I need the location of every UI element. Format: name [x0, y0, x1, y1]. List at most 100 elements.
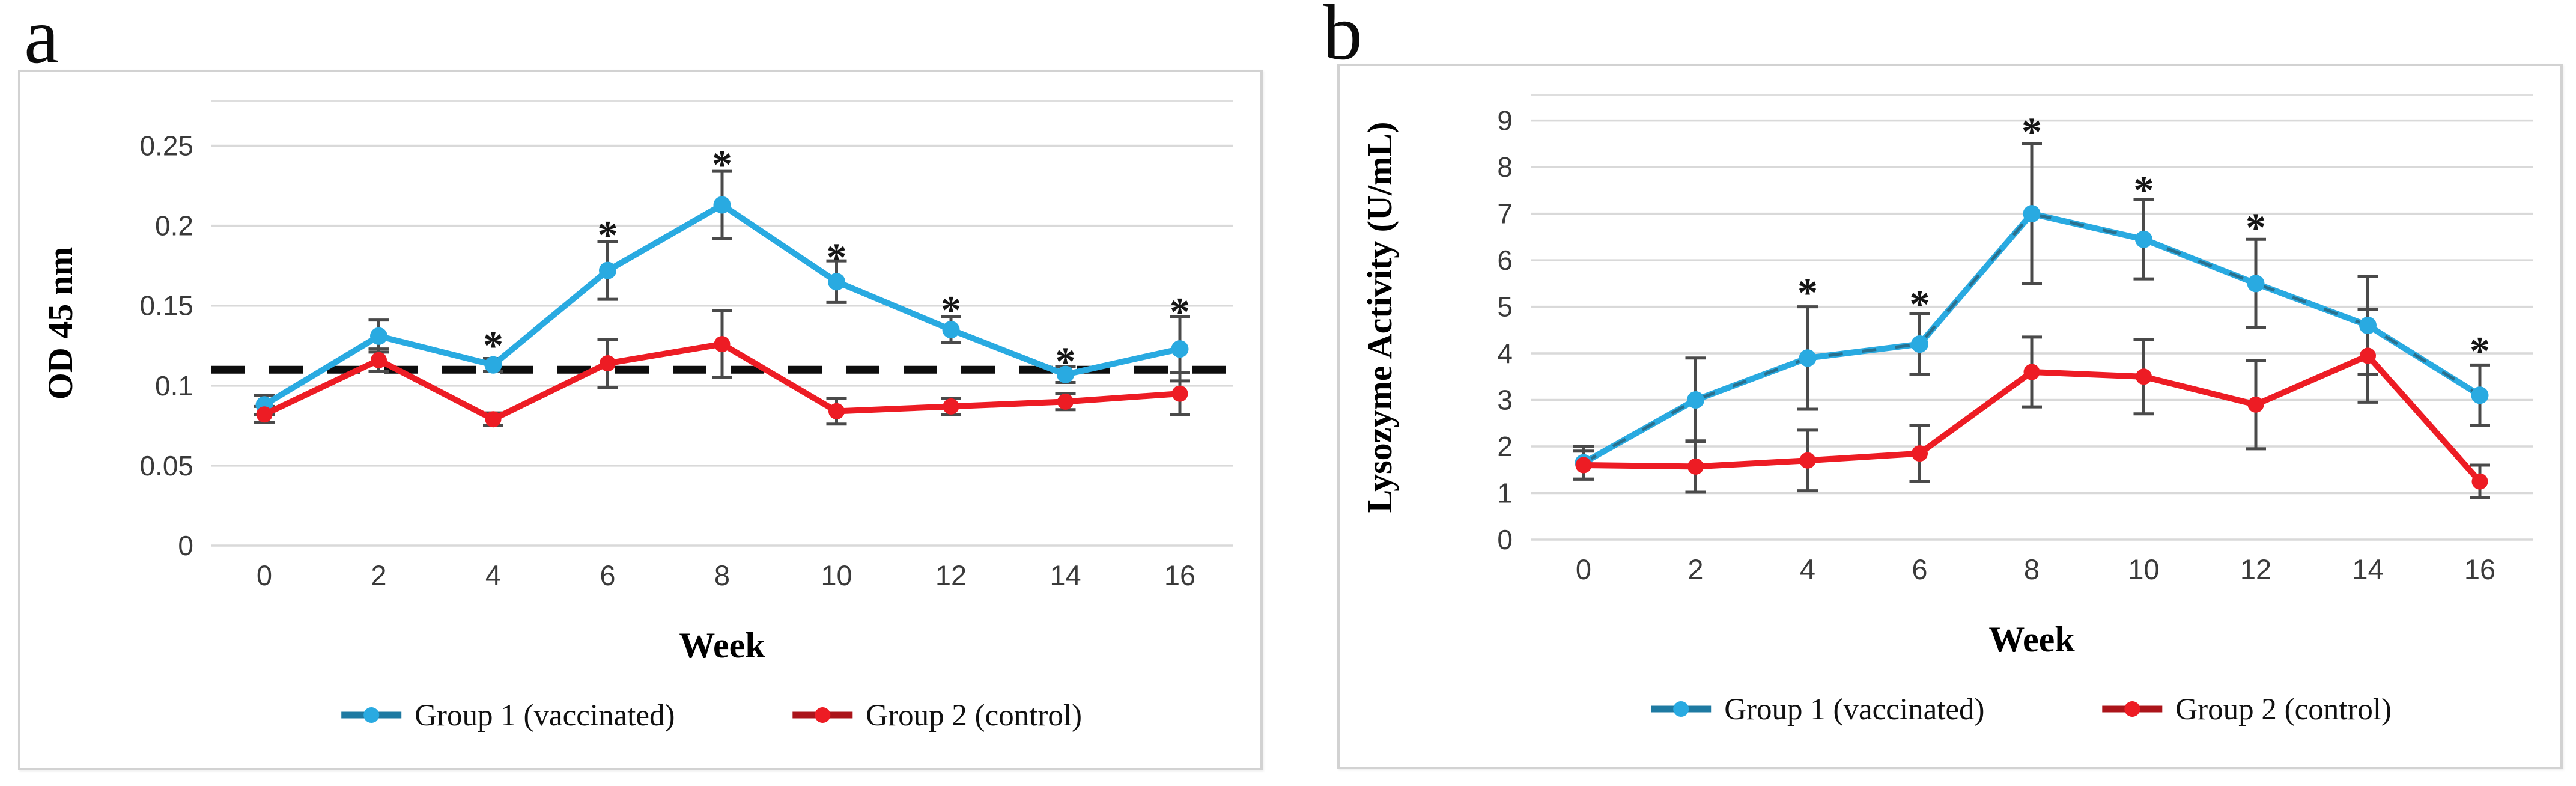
legend-label: Group 2 (control): [866, 699, 1082, 733]
x-tick-label: 6: [600, 559, 615, 591]
data-point-marker: [1057, 365, 1074, 383]
x-tick-label: 14: [1050, 559, 1081, 591]
legend-label: Group 1 (vaccinated): [415, 699, 675, 733]
error-bars-series-1: [1573, 142, 2490, 481]
od45-line-chart: 0 0.05 0.1 0.15 0.2 0.25 OD 45 nm * * * * * * * 0 2 4 6 8 1…: [41, 100, 1233, 733]
significance-asterisks: * * * * * *: [1797, 109, 2490, 373]
data-point-marker: [828, 403, 845, 419]
data-point-marker: [2023, 364, 2040, 380]
data-point-marker: [485, 411, 502, 428]
y-tick-label: 0.25: [139, 130, 193, 162]
data-point-marker: [1912, 445, 1928, 462]
data-point-marker: [2135, 230, 2152, 248]
x-tick-label: 0: [1576, 553, 1591, 585]
data-point-marker: [2471, 386, 2489, 404]
series-dash-overlay: [1582, 212, 2481, 465]
x-axis-title: Week: [1988, 620, 2075, 659]
legend-item-group1-vaccinated: Group 1 (vaccinated): [1651, 693, 1985, 727]
y-tick-label: 9: [1497, 105, 1513, 136]
error-bars-series-2: [1573, 307, 2490, 499]
y-tick-label: 7: [1497, 198, 1513, 230]
x-tick-label: 10: [2128, 553, 2159, 585]
data-point-marker: [1687, 391, 1704, 409]
panel-b-chart-area: 0 1 2 3 4 5 6 7 8 9 Lysozyme Activity (U/mL) * * * * * *…: [1337, 64, 2563, 769]
x-tick-label: 4: [1800, 553, 1815, 585]
data-point-marker: [1171, 385, 1188, 402]
x-tick-label: 2: [1687, 553, 1703, 585]
data-point-marker: [714, 336, 731, 353]
data-point-marker: [828, 273, 845, 291]
x-tick-label: 0: [257, 559, 272, 591]
significance-asterisk: *: [598, 212, 618, 258]
data-point-marker: [713, 196, 731, 214]
y-tick-label: 0.05: [139, 450, 193, 481]
x-tick-label: 2: [371, 559, 386, 591]
data-point-marker: [256, 406, 273, 423]
significance-asterisk: *: [1910, 281, 1930, 327]
y-tick-label: 0: [1497, 524, 1513, 555]
legend-label: Group 1 (vaccinated): [1724, 693, 1984, 727]
legend: Group 1 (vaccinated) Group 2 (control): [341, 699, 1082, 733]
data-point-marker: [1799, 452, 1816, 469]
y-tick-label: 8: [1497, 151, 1513, 183]
data-point-marker: [2359, 317, 2377, 335]
panel-label-b: b: [1323, 0, 1362, 76]
series-line-group1-vaccinated: [255, 196, 1189, 414]
significance-asterisk: *: [1170, 288, 1190, 334]
data-point-marker: [2247, 396, 2264, 413]
legend-marker: [815, 707, 831, 723]
y-tick-label: 1: [1497, 478, 1513, 509]
x-axis-tick-labels: 0 2 4 6 8 10 12 14 16: [257, 559, 1195, 591]
data-point-marker: [599, 261, 616, 279]
y-tick-label: 0: [178, 530, 193, 561]
significance-asterisk: *: [1797, 270, 1818, 315]
legend-item-group1-vaccinated: Group 1 (vaccinated): [341, 699, 675, 733]
y-axis-tick-labels: 0 1 2 3 4 5 6 7 8 9: [1497, 105, 1513, 555]
data-point-marker: [1575, 457, 1592, 474]
legend-label: Group 2 (control): [2175, 693, 2392, 727]
x-tick-label: 6: [1912, 553, 1927, 585]
legend-item-group2-control: Group 2 (control): [2102, 693, 2392, 727]
x-tick-label: 8: [2024, 553, 2040, 585]
data-point-marker: [1911, 335, 1928, 353]
series-line-group2-control: [256, 336, 1188, 428]
data-point-marker: [1171, 340, 1189, 358]
y-tick-label: 6: [1497, 245, 1513, 276]
data-point-marker: [2360, 347, 2376, 364]
x-tick-label: 12: [935, 559, 967, 591]
data-point-marker: [2247, 275, 2265, 293]
y-tick-label: 3: [1497, 385, 1513, 416]
legend-marker: [2124, 701, 2140, 717]
legend-marker: [1673, 701, 1689, 717]
data-point-marker: [2136, 368, 2152, 385]
data-point-marker: [943, 398, 959, 415]
legend: Group 1 (vaccinated) Group 2 (control): [1651, 693, 2392, 727]
x-tick-label: 4: [485, 559, 501, 591]
legend-item-group2-control: Group 2 (control): [792, 699, 1082, 733]
x-tick-label: 14: [2352, 553, 2383, 585]
data-point-marker: [1057, 393, 1074, 410]
y-tick-label: 0.1: [155, 370, 193, 401]
data-point-marker: [600, 355, 616, 372]
series-line-group2-control: [1575, 347, 2488, 490]
panel-a-chart-area: 0 0.05 0.1 0.15 0.2 0.25 OD 45 nm * * * * * * * 0 2 4 6 8 1…: [18, 70, 1263, 770]
y-axis-title: OD 45 nm: [41, 247, 80, 400]
significance-asterisk: *: [2246, 204, 2266, 250]
y-tick-label: 2: [1497, 431, 1513, 462]
y-axis-tick-labels: 0 0.05 0.1 0.15 0.2 0.25: [139, 130, 193, 561]
data-point-marker: [371, 352, 387, 368]
y-axis-title: Lysozyme Activity (U/mL): [1360, 122, 1399, 513]
significance-asterisk: *: [1056, 338, 1076, 384]
data-point-marker: [1799, 349, 1817, 367]
significance-asterisks: * * * * * * *: [483, 141, 1190, 383]
data-point-marker: [942, 321, 960, 339]
legend-marker: [363, 707, 380, 723]
significance-asterisk: *: [827, 234, 847, 280]
x-tick-label: 16: [1164, 559, 1195, 591]
significance-asterisk: *: [2470, 328, 2490, 373]
x-axis-tick-labels: 0 2 4 6 8 10 12 14 16: [1576, 553, 2496, 585]
y-tick-label: 4: [1497, 338, 1513, 369]
x-tick-label: 12: [2240, 553, 2271, 585]
